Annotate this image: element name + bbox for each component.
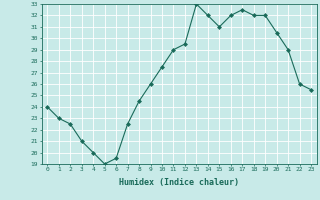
X-axis label: Humidex (Indice chaleur): Humidex (Indice chaleur) [119, 178, 239, 187]
